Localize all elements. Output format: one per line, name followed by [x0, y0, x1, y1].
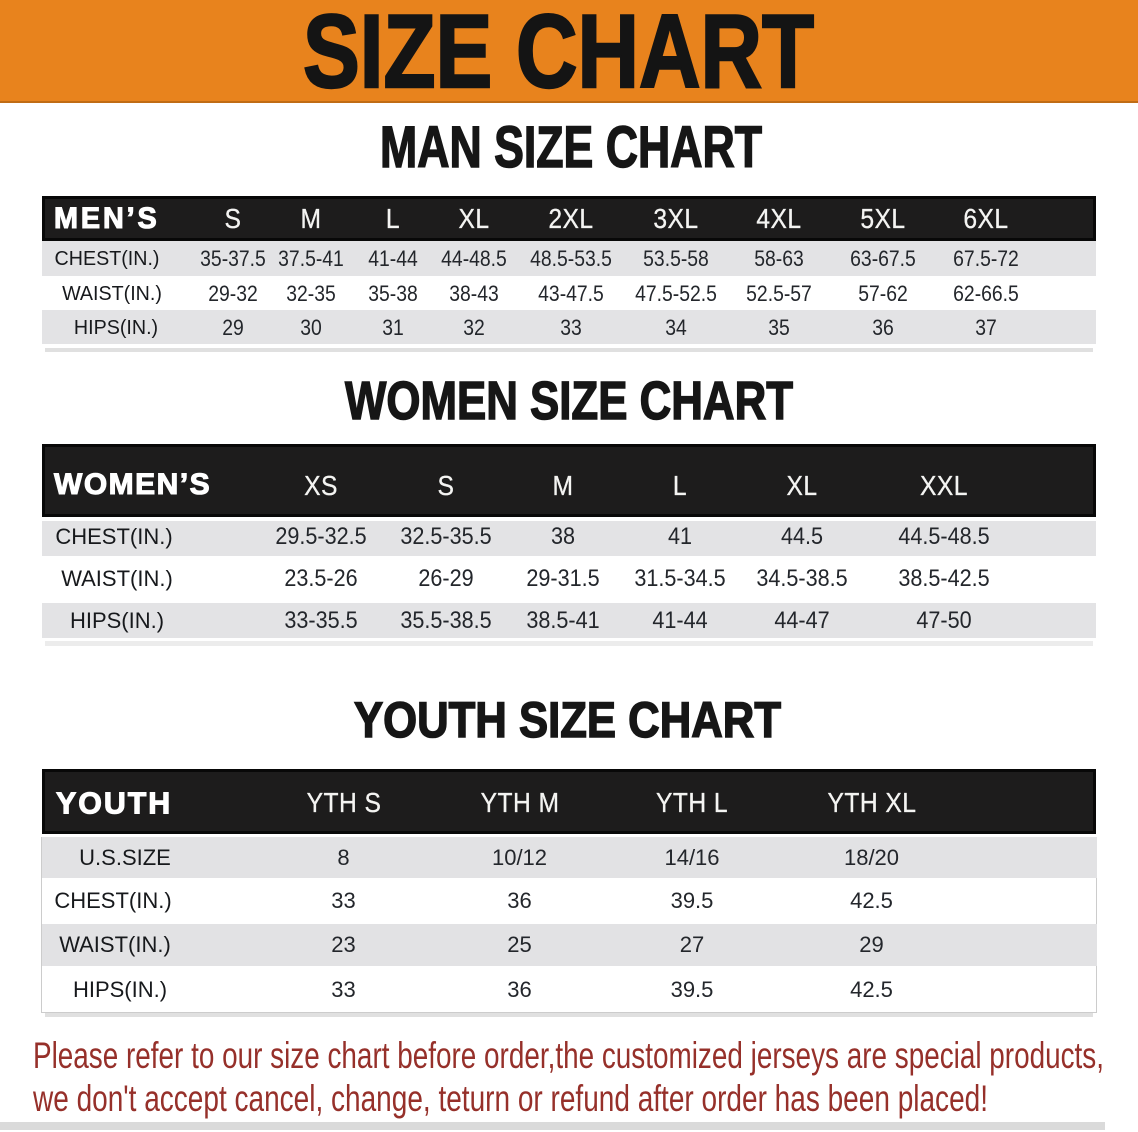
svg-text:we don't accept cancel, change: we don't accept cancel, change, teturn o…	[32, 1078, 988, 1119]
svg-text:MAN SIZE CHART: MAN SIZE CHART	[380, 115, 762, 180]
svg-text:Please refer to our size chart: Please refer to our size chart before or…	[33, 1035, 1104, 1076]
svg-text:YOUTH SIZE CHART: YOUTH SIZE CHART	[354, 692, 781, 748]
svg-text:WOMEN SIZE CHART: WOMEN SIZE CHART	[345, 371, 793, 431]
svg-text:SIZE CHART: SIZE CHART	[303, 0, 814, 110]
